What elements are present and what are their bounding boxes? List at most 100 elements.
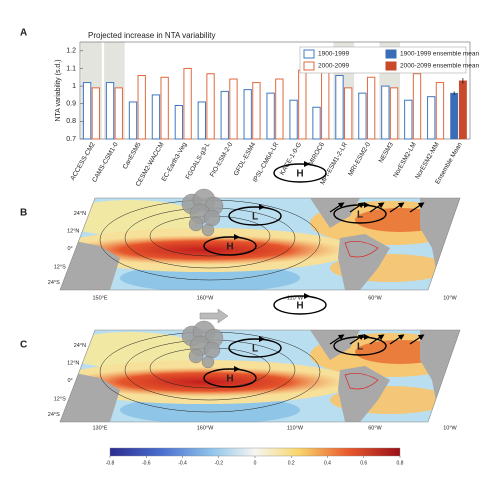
cloud [203, 341, 221, 359]
lon-label: 130°E [92, 425, 107, 431]
circulation-loop [273, 295, 327, 315]
circulation-loop [333, 336, 387, 356]
lat-label: 12°S [54, 396, 66, 402]
lat-label: 24°N [74, 343, 86, 349]
bar [358, 92, 367, 140]
loop-arrowhead [259, 204, 265, 210]
loop-arrowhead [364, 334, 370, 340]
bar [128, 101, 138, 140]
lon-label: 110°W [287, 295, 304, 301]
plot-frame [79, 41, 471, 140]
bar [321, 66, 330, 140]
colorbar-tick-label: -0.4 [178, 460, 187, 466]
wind-arrow [329, 334, 345, 345]
wind-arrow [369, 202, 385, 213]
x-tick-label: NorESM2-LM [392, 141, 418, 179]
loop-arrowhead [304, 161, 310, 167]
y-tick-label: 0.8 [66, 118, 76, 125]
colorbar-tick-label: 0.8 [397, 460, 404, 466]
circulation-loop [203, 236, 257, 256]
circulation-loop [273, 163, 327, 183]
x-tick-label: NorESM2-MM [414, 141, 441, 180]
lat-label: 12°S [54, 264, 66, 270]
legend-box [299, 46, 467, 74]
map [55, 198, 470, 292]
lat-label: 24°N [74, 211, 86, 217]
wind-arrow [329, 202, 345, 213]
lat-label: 0° [67, 378, 72, 384]
lon-label: 60°W [368, 295, 382, 301]
legend-label: 1900-1999 [318, 51, 349, 58]
loop-arrowhead [259, 336, 265, 342]
bar [427, 96, 436, 140]
wind-arrow [409, 334, 425, 345]
bar [289, 99, 298, 140]
legend-label: 2000-2099 [318, 63, 349, 70]
wind-arrow [409, 202, 425, 213]
pressure-center: L [357, 342, 363, 353]
bar [243, 89, 252, 140]
pressure-center: H [226, 242, 233, 253]
x-tick-label: GFDL-ESM4 [233, 141, 258, 177]
bar [137, 75, 146, 140]
colorbar-tick-label: 0.6 [360, 460, 367, 466]
bar [105, 82, 115, 140]
lon-label: 150°E [92, 295, 107, 301]
colorbar-tick-label: -0.8 [106, 460, 115, 466]
bar [229, 78, 238, 140]
lon-label: 160°W [197, 425, 214, 431]
loop-arrowhead [234, 234, 240, 240]
y-tick-label: 1.1 [66, 65, 76, 72]
pressure-center: H [226, 374, 233, 385]
x-tick-label: MIROC6 [307, 141, 326, 167]
lon-label: 10°W [443, 295, 457, 301]
pressure-center: H [296, 301, 303, 312]
lat-label: 0° [67, 246, 72, 252]
colorbar-tick-label: 0 [254, 460, 257, 466]
bar [366, 76, 376, 140]
legend-label: 1900-1999 ensemble mean [400, 51, 480, 58]
legend-swatch [303, 49, 315, 59]
bar [412, 73, 422, 140]
legend-swatch [385, 61, 397, 71]
bar [91, 87, 100, 140]
cloud [188, 216, 204, 232]
pressure-center: L [252, 344, 258, 355]
pressure-center: L [252, 212, 258, 223]
colorbar-gradient [109, 447, 401, 457]
loop-arrowhead [364, 202, 370, 208]
y-axis-label: NTA variability (s.d.) [55, 59, 62, 121]
colorbar-tick-label: 0.4 [324, 460, 331, 466]
legend-swatch [385, 49, 397, 59]
bar [252, 82, 261, 140]
chart-title: Projected increase in NTA variability [88, 31, 215, 40]
legend-swatch [303, 61, 315, 71]
cloud [201, 223, 215, 237]
bar [389, 87, 399, 140]
bar [344, 87, 353, 140]
bar [381, 85, 390, 140]
colorbar-tick-label: -0.6 [142, 460, 151, 466]
bar [206, 73, 215, 140]
loop-arrowhead [304, 293, 310, 299]
panel-a: A Projected increase in NTA variability 0.… [20, 28, 480, 188]
lon-label: 10°W [443, 425, 457, 431]
x-tick-label: FIO-ESM-2-0 [209, 141, 235, 178]
x-tick-label: MRI-ESM2-0 [347, 141, 372, 177]
bar [82, 82, 92, 140]
lon-label: 60°W [368, 425, 382, 431]
colorbar: -0.8 -0.6 -0.4 -0.2 0 0.2 0.4 0.6 0.8 [106, 447, 404, 466]
lat-label: 24°S [48, 280, 60, 286]
bar [114, 87, 123, 140]
pressure-center: L [357, 210, 363, 221]
bar [197, 101, 206, 140]
bar [183, 67, 192, 140]
x-tick-label: NESM3 [378, 141, 395, 164]
lat-label: 12°N [67, 229, 79, 235]
x-tick-label: CanESM5 [122, 141, 143, 170]
colorbar-tick-label: 0.2 [288, 460, 295, 466]
lat-label: 12°N [67, 361, 79, 367]
bar [404, 99, 413, 140]
bar [220, 90, 229, 140]
